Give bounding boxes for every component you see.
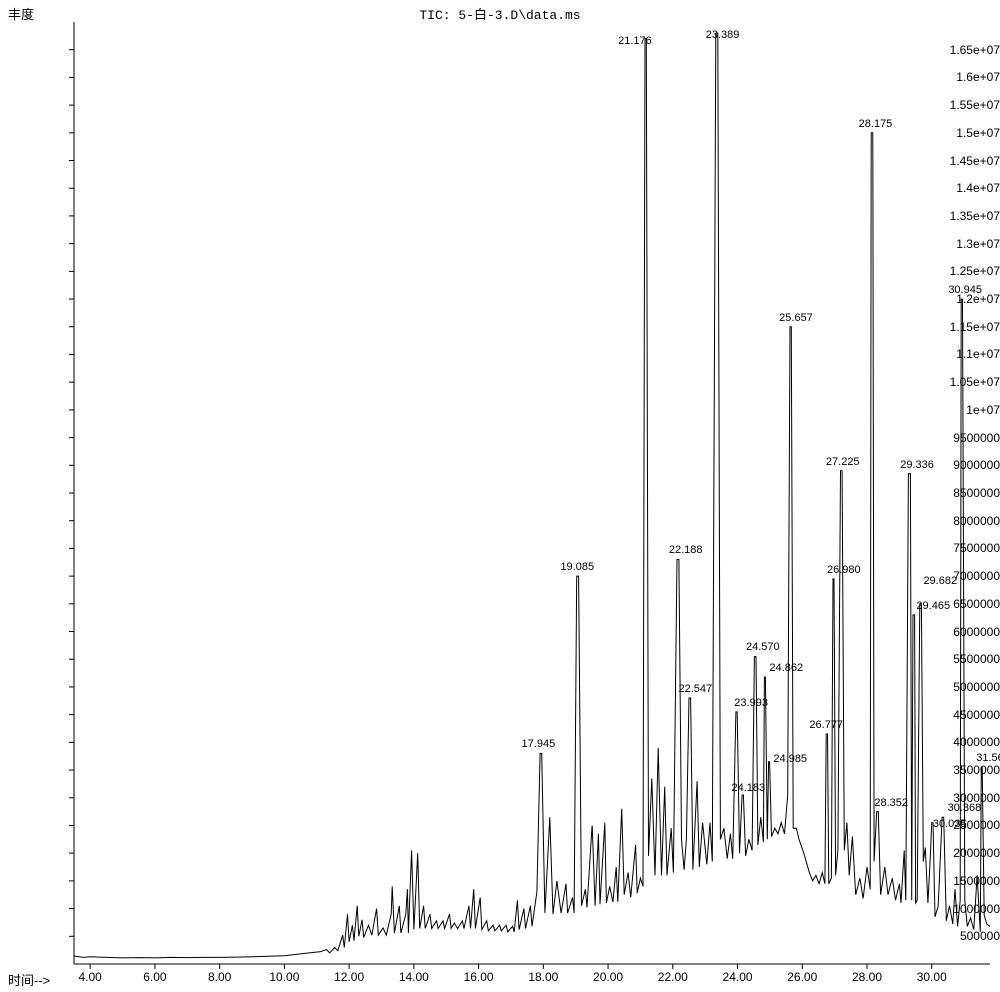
y-tick-label: 1.15e+07 — [933, 321, 1000, 333]
x-tick-label: 12.00 — [334, 971, 364, 983]
y-tick-label: 1.1e+07 — [933, 348, 1000, 360]
y-tick-label: 9500000 — [933, 432, 1000, 444]
y-tick-label: 1.05e+07 — [933, 376, 1000, 388]
y-tick-label: 1500000 — [933, 875, 1000, 887]
x-tick-label: 30.00 — [917, 971, 947, 983]
y-tick-label: 1.45e+07 — [933, 155, 1000, 167]
peak-label: 24.862 — [769, 663, 803, 674]
y-tick-label: 1.65e+07 — [933, 44, 1000, 56]
x-tick-label: 10.00 — [269, 971, 299, 983]
x-tick-label: 4.00 — [78, 971, 101, 983]
peak-label: 24.183 — [731, 783, 765, 794]
peak-label: 27.225 — [826, 457, 860, 468]
y-tick-label: 3500000 — [933, 764, 1000, 776]
y-tick-label: 5000000 — [933, 681, 1000, 693]
y-tick-label: 1000000 — [933, 903, 1000, 915]
peak-label: 30.368 — [948, 803, 982, 814]
tic-trace — [74, 33, 990, 958]
y-tick-label: 1.4e+07 — [933, 182, 1000, 194]
x-tick-label: 6.00 — [143, 971, 166, 983]
peak-label: 22.188 — [669, 545, 703, 556]
y-tick-label: 2000000 — [933, 847, 1000, 859]
x-tick-label: 8.00 — [208, 971, 231, 983]
peak-label: 17.945 — [522, 739, 556, 750]
y-tick-label: 1.6e+07 — [933, 71, 1000, 83]
chromatogram-chart: TIC: 5-白-3.D\data.ms 丰度 500000 1000000 150… — [0, 0, 1000, 992]
peak-label: 23.993 — [734, 698, 768, 709]
peak-label: 21.176 — [618, 36, 652, 47]
x-axis-label: 时间--> — [8, 970, 50, 989]
y-tick-label: 1.25e+07 — [933, 265, 1000, 277]
peak-label: 24.985 — [773, 754, 807, 765]
peak-label: 26.777 — [809, 720, 843, 731]
x-tick-label: 18.00 — [528, 971, 558, 983]
peak-label: 31.56 — [976, 753, 1000, 764]
y-tick-label: 1.5e+07 — [933, 127, 1000, 139]
peak-label: 24.570 — [746, 642, 780, 653]
peak-label: 29.682 — [923, 576, 957, 587]
peak-label: 29.465 — [916, 601, 950, 612]
peak-label: 25.657 — [779, 313, 813, 324]
y-tick-label: 1.3e+07 — [933, 238, 1000, 250]
x-tick-label: 28.00 — [852, 971, 882, 983]
y-tick-label: 4500000 — [933, 709, 1000, 721]
y-tick-label: 5500000 — [933, 653, 1000, 665]
peak-label: 29.336 — [900, 460, 934, 471]
x-tick-label: 16.00 — [464, 971, 494, 983]
plot-area — [0, 0, 1000, 992]
y-tick-label: 9000000 — [933, 459, 1000, 471]
y-tick-label: 1e+07 — [933, 404, 1000, 416]
x-tick-label: 22.00 — [658, 971, 688, 983]
peak-label: 30.035 — [933, 819, 967, 830]
y-tick-label: 1.55e+07 — [933, 99, 1000, 111]
chart-title: TIC: 5-白-3.D\data.ms — [0, 4, 1000, 23]
peak-label: 23.389 — [706, 30, 740, 41]
x-tick-label: 26.00 — [787, 971, 817, 983]
peak-label: 28.175 — [859, 119, 893, 130]
x-tick-label: 14.00 — [399, 971, 429, 983]
y-tick-label: 8500000 — [933, 487, 1000, 499]
peak-label: 26.980 — [827, 565, 861, 576]
peak-label: 30.945 — [948, 285, 982, 296]
y-tick-label: 6000000 — [933, 626, 1000, 638]
peak-label: 19.085 — [560, 562, 594, 573]
y-tick-label: 1.35e+07 — [933, 210, 1000, 222]
x-tick-label: 20.00 — [593, 971, 623, 983]
y-tick-label: 8000000 — [933, 515, 1000, 527]
y-tick-label: 4000000 — [933, 736, 1000, 748]
y-tick-label: 500000 — [933, 930, 1000, 942]
y-tick-label: 7500000 — [933, 542, 1000, 554]
y-axis-label: 丰度 — [8, 4, 34, 23]
peak-label: 28.352 — [874, 798, 908, 809]
peak-label: 22.547 — [679, 684, 713, 695]
x-tick-label: 24.00 — [723, 971, 753, 983]
